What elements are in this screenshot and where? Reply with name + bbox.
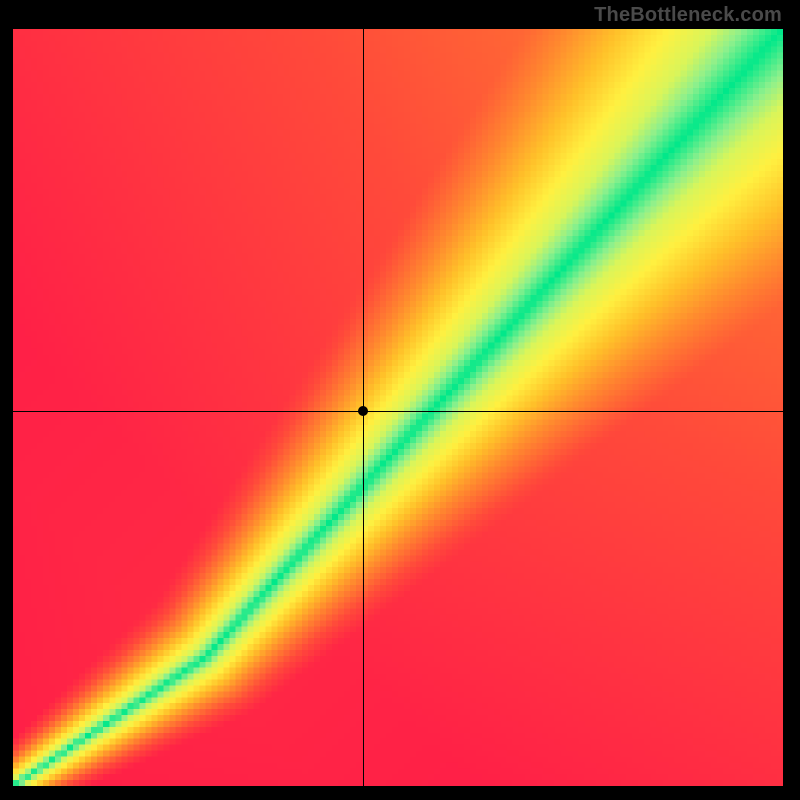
watermark-text: TheBottleneck.com — [594, 4, 782, 27]
heatmap-canvas — [13, 29, 783, 786]
crosshair-horizontal — [13, 411, 783, 412]
chart-container: TheBottleneck.com — [0, 0, 800, 800]
